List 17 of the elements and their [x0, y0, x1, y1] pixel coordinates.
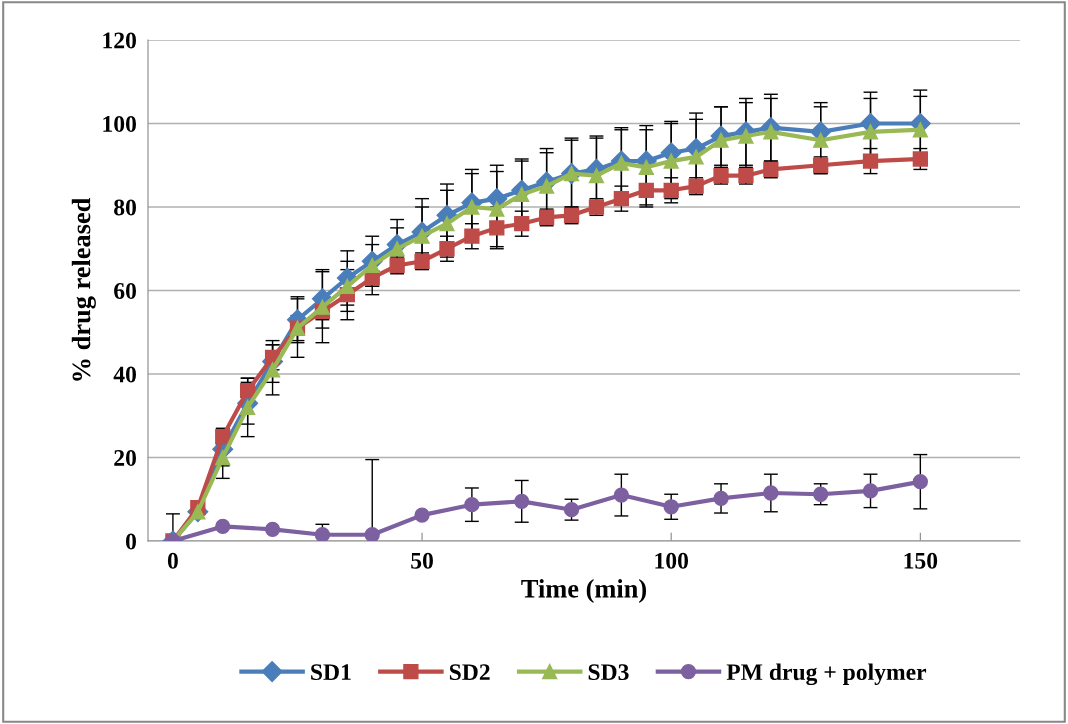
y-tick-label: 100 [103, 115, 136, 132]
x-tick-label: 150 [904, 552, 938, 569]
x-tick-label: 50 [411, 552, 433, 569]
y-tick-label: 60 [114, 282, 136, 299]
x-tick-label: 100 [655, 552, 689, 569]
y-axis-title: % drug released [71, 197, 96, 381]
x-axis-title: Time (min) [521, 579, 647, 604]
y-tick-label: 0 [125, 533, 136, 550]
legend-label: SD3 [588, 664, 629, 681]
y-tick-label: 20 [114, 449, 136, 466]
legend-label: SD1 [311, 664, 351, 681]
y-tick-label: 40 [113, 366, 136, 383]
y-tick-label: 80 [114, 199, 136, 216]
legend-label: PM drug + polymer [726, 663, 927, 686]
legend-label: SD2 [449, 664, 490, 681]
x-tick-label: 0 [167, 552, 178, 569]
y-tick-label: 120 [103, 32, 136, 49]
